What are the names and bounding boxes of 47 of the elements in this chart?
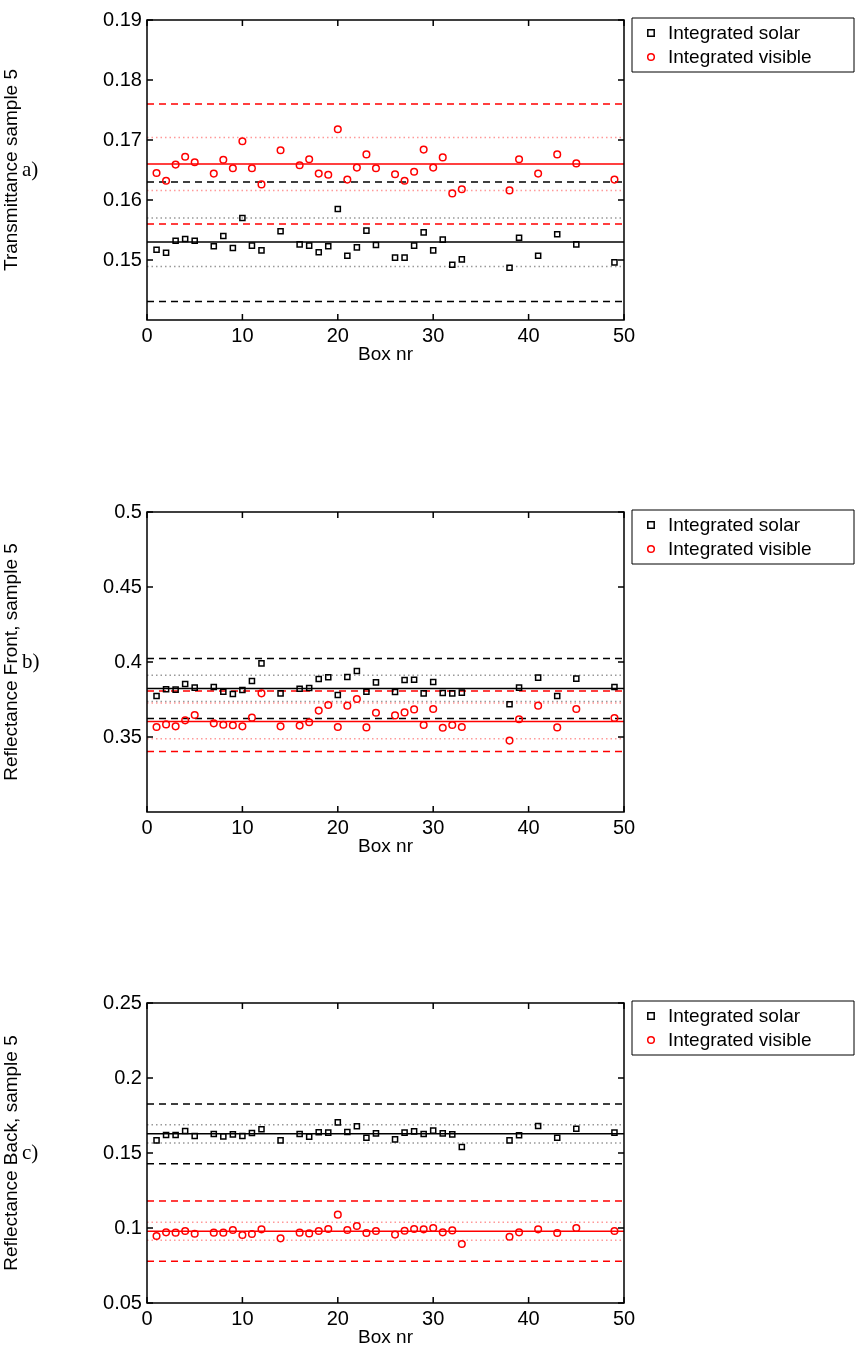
y-tick-label: 0.35 [103,724,142,747]
x-tick-label: 0 [141,1306,153,1329]
legend-label: Integrated visible [668,1029,812,1051]
y-axis-title: Reflectance Back, sample 5 [0,1035,21,1271]
x-tick-label: 20 [326,1306,349,1329]
y-tick-label: 0.19 [103,7,142,30]
y-tick-label: 0.15 [103,1140,142,1163]
x-tick-label: 40 [517,815,540,838]
x-tick-label: 40 [517,1306,540,1329]
text: a) [22,156,39,181]
y-tick-label: 0.25 [103,990,142,1013]
x-tick-label: 10 [231,1306,254,1329]
y-tick-label: 0.4 [114,649,142,672]
legend-label: Integrated visible [668,538,812,560]
legend-label: Integrated solar [668,22,801,44]
legend-label: Integrated visible [668,46,812,68]
x-tick-label: 30 [422,323,445,346]
y-tick-label: 0.2 [114,1065,142,1088]
x-axis-title: Box nr [358,835,414,857]
x-tick-label: 30 [422,1306,445,1329]
x-tick-label: 50 [612,1306,636,1329]
x-axis-title: Box nr [358,1326,414,1348]
x-tick-label: 10 [231,815,254,838]
x-axis-title: Box nr [358,343,414,365]
x-tick-label: 40 [517,323,540,346]
x-tick-label: 20 [326,815,349,838]
x-tick-label: 50 [612,815,636,838]
y-tick-label: 0.5 [114,499,142,522]
y-tick-label: 0.15 [103,247,142,270]
y-tick-label: 0.17 [103,127,142,150]
x-tick-label: 20 [326,323,349,346]
y-axis-title: Transmittance sample 5 [0,68,21,272]
text: b) [22,648,40,673]
x-tick-label: 10 [231,323,254,346]
x-tick-label: 0 [141,815,153,838]
x-tick-label: 30 [422,815,445,838]
y-tick-label: 0.1 [114,1215,142,1238]
legend-label: Integrated solar [668,1005,801,1027]
y-tick-label: 0.05 [103,1290,142,1313]
text: c) [22,1139,39,1164]
y-axis-title: Reflectance Front, sample 5 [0,543,21,781]
y-tick-label: 0.18 [103,67,142,90]
x-tick-label: 0 [141,323,153,346]
x-tick-label: 50 [612,323,636,346]
y-tick-label: 0.45 [103,574,142,597]
legend-label: Integrated solar [668,514,801,536]
y-tick-label: 0.16 [103,187,142,210]
